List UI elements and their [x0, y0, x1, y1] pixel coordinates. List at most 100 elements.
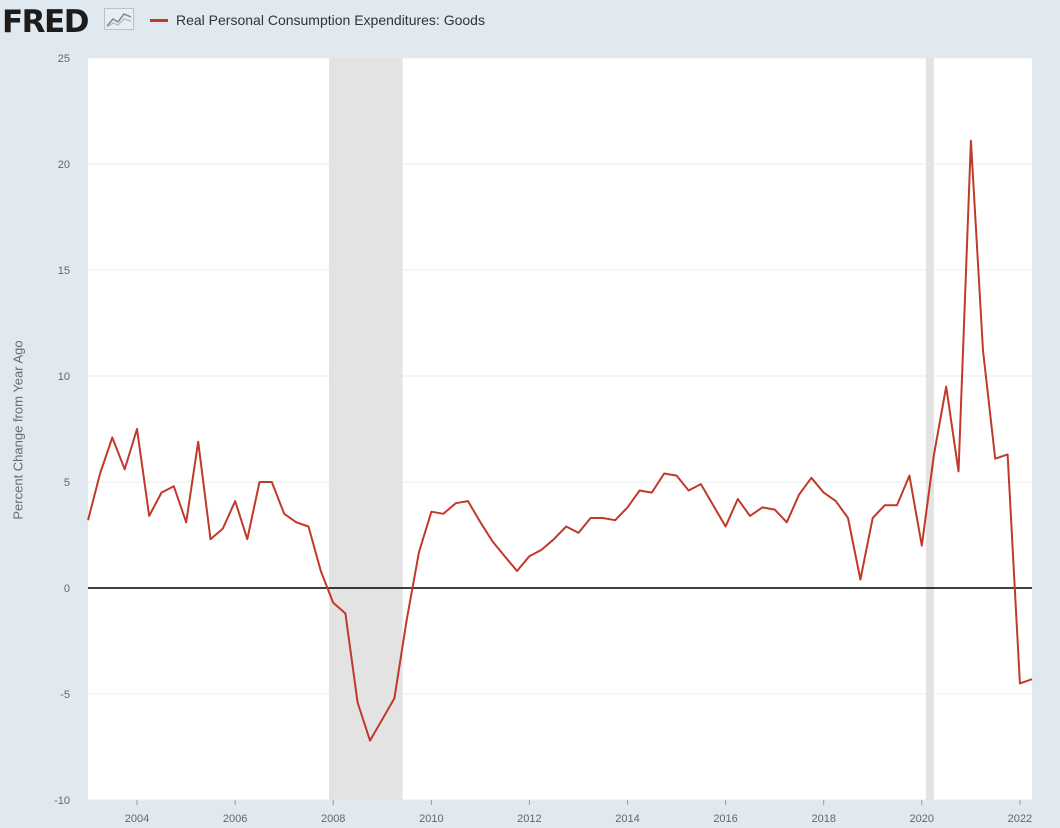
data-point[interactable] [858, 578, 862, 582]
data-point[interactable] [809, 476, 813, 480]
plot-area [88, 58, 1032, 800]
data-point[interactable] [343, 611, 347, 615]
data-point[interactable] [368, 739, 372, 743]
data-point[interactable] [1018, 681, 1022, 685]
data-point[interactable] [417, 550, 421, 554]
data-point[interactable] [245, 537, 249, 541]
y-tick-label: 20 [58, 159, 70, 171]
data-point[interactable] [883, 503, 887, 507]
data-point[interactable] [405, 618, 409, 622]
data-point[interactable] [577, 531, 581, 535]
data-point[interactable] [638, 489, 642, 493]
data-point[interactable] [429, 510, 433, 514]
y-tick-label: -5 [60, 689, 70, 701]
x-axis-ticks: 2004 2006 2008 2010 2012 2014 2016 2018 2020 2022 [125, 800, 1032, 825]
data-point[interactable] [675, 474, 679, 478]
y-tick-label: 0 [64, 583, 70, 595]
data-point[interactable] [527, 554, 531, 558]
data-point[interactable] [331, 601, 335, 605]
data-point[interactable] [454, 501, 458, 505]
gridlines [88, 57, 1032, 801]
data-point[interactable] [478, 520, 482, 524]
x-tick-label: 2014 [615, 813, 639, 825]
data-point[interactable] [356, 701, 360, 705]
data-point[interactable] [993, 457, 997, 461]
data-point[interactable] [1030, 677, 1034, 681]
data-point[interactable] [699, 482, 703, 486]
data-point[interactable] [110, 436, 114, 440]
data-point[interactable] [503, 554, 507, 558]
data-point[interactable] [319, 569, 323, 573]
fred-logo[interactable]: FRED [2, 4, 89, 40]
legend-label: Real Personal Consumption Expenditures: … [176, 12, 485, 28]
data-point[interactable] [822, 491, 826, 495]
chart-legend[interactable]: Real Personal Consumption Expenditures: … [150, 10, 485, 30]
data-point[interactable] [711, 503, 715, 507]
data-point[interactable] [748, 514, 752, 518]
data-point[interactable] [564, 525, 568, 529]
data-point[interactable] [380, 717, 384, 721]
data-point[interactable] [589, 516, 593, 520]
data-point[interactable] [626, 505, 630, 509]
data-point[interactable] [957, 469, 961, 473]
data-point[interactable] [282, 512, 286, 516]
data-point[interactable] [515, 569, 519, 573]
data-point[interactable] [491, 539, 495, 543]
data-point[interactable] [662, 472, 666, 476]
x-tick-label: 2008 [321, 813, 345, 825]
y-tick-label: -10 [54, 795, 70, 807]
x-tick-label: 2012 [517, 813, 541, 825]
data-point[interactable] [773, 508, 777, 512]
data-point[interactable] [724, 525, 728, 529]
data-point[interactable] [797, 493, 801, 497]
data-point[interactable] [466, 499, 470, 503]
x-tick-label: 2010 [419, 813, 443, 825]
data-point[interactable] [307, 525, 311, 529]
data-point[interactable] [184, 520, 188, 524]
line-chart-icon [104, 8, 134, 30]
data-point[interactable] [147, 514, 151, 518]
data-point[interactable] [834, 499, 838, 503]
data-point[interactable] [270, 480, 274, 484]
data-point[interactable] [687, 489, 691, 493]
y-tick-label: 10 [58, 371, 70, 383]
data-point[interactable] [1006, 452, 1010, 456]
series-line[interactable] [87, 139, 1033, 742]
data-point[interactable] [981, 349, 985, 353]
data-point[interactable] [294, 520, 298, 524]
data-point[interactable] [86, 518, 90, 522]
data-point[interactable] [392, 696, 396, 700]
data-point[interactable] [895, 503, 899, 507]
data-point[interactable] [196, 440, 200, 444]
data-point[interactable] [969, 139, 973, 143]
data-point[interactable] [233, 499, 237, 503]
data-point[interactable] [221, 527, 225, 531]
data-point[interactable] [552, 537, 556, 541]
data-point[interactable] [650, 491, 654, 495]
y-axis-label: Percent Change from Year Ago [10, 340, 26, 520]
data-point[interactable] [846, 516, 850, 520]
data-point[interactable] [932, 452, 936, 456]
data-point[interactable] [613, 518, 617, 522]
data-point[interactable] [907, 474, 911, 478]
data-point[interactable] [160, 491, 164, 495]
data-point[interactable] [209, 537, 213, 541]
data-point[interactable] [920, 544, 924, 548]
data-point[interactable] [441, 512, 445, 516]
data-point[interactable] [944, 385, 948, 389]
data-point[interactable] [601, 516, 605, 520]
data-point[interactable] [540, 548, 544, 552]
recession-band [925, 58, 934, 800]
data-point[interactable] [98, 472, 102, 476]
recession-band [329, 58, 403, 800]
data-point[interactable] [736, 497, 740, 501]
data-point[interactable] [135, 427, 139, 431]
data-point[interactable] [258, 480, 262, 484]
y-axis-ticks: 25 20 15 10 5 0 -5 -10 [54, 53, 70, 807]
data-point[interactable] [760, 505, 764, 509]
data-point[interactable] [123, 467, 127, 471]
data-point[interactable] [785, 520, 789, 524]
data-point[interactable] [871, 516, 875, 520]
data-point[interactable] [172, 484, 176, 488]
x-tick-label: 2020 [910, 813, 934, 825]
